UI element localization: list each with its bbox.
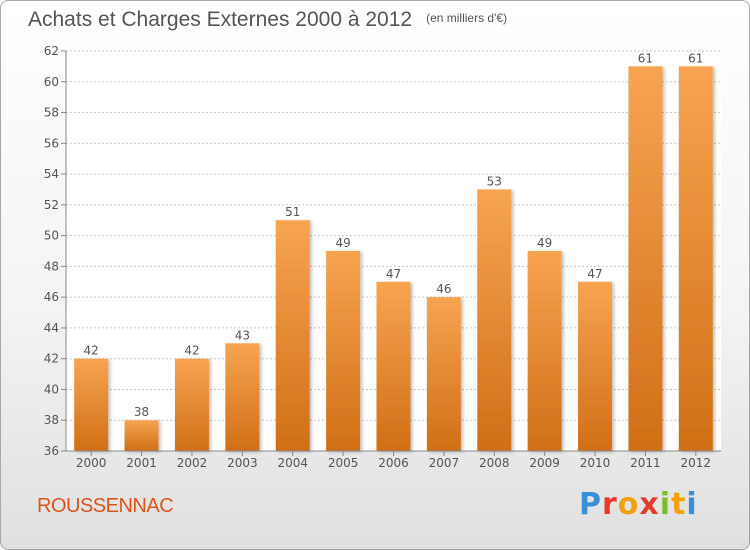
data-label: 42	[184, 344, 199, 358]
data-labels: 42 38 42 43 51 49 47 46 53 49 47 61 61	[84, 51, 704, 419]
x-tick-label: 2010	[580, 456, 611, 470]
y-tick-label: 38	[44, 413, 59, 427]
bar-2011	[628, 66, 663, 451]
x-tick-label: 2007	[429, 456, 460, 470]
data-label: 47	[386, 267, 401, 281]
data-label: 43	[235, 328, 250, 342]
logo-letter: P	[579, 487, 602, 522]
y-tick-label: 46	[44, 290, 59, 304]
bar-2008	[477, 189, 512, 451]
bar-2009	[527, 251, 562, 451]
data-label: 49	[537, 236, 552, 250]
x-tick-label: 2001	[126, 456, 157, 470]
bar-2005	[326, 251, 361, 451]
logo-letter: r	[602, 487, 618, 522]
y-tick-label: 36	[44, 444, 59, 458]
x-tick-label: 2011	[630, 456, 661, 470]
y-tick-label: 40	[44, 382, 59, 396]
x-tick-label: 2008	[479, 456, 510, 470]
data-label: 61	[688, 51, 703, 65]
x-tick-label: 2000	[76, 456, 107, 470]
chart-title-text: Achats et Charges Externes 2000 à 2012	[28, 8, 413, 31]
y-tick-label: 60	[44, 75, 59, 89]
logo-letter: t	[671, 487, 687, 522]
y-tick-label: 52	[44, 198, 59, 212]
logo-letter: x	[639, 487, 660, 522]
y-tick-label: 56	[44, 136, 59, 150]
y-tick-label: 50	[44, 229, 59, 243]
y-tick-label: 48	[44, 259, 59, 273]
x-tick-label: 2004	[277, 456, 308, 470]
x-tick-label: 2006	[378, 456, 409, 470]
y-axis: 36 38 40 42 44 46 48 50 52 54 56 58 60 62	[44, 44, 67, 458]
bar-2001	[124, 420, 159, 451]
x-axis: 2000 2001 2002 2003 2004 2005 2006 2007 2008 2009…	[66, 450, 721, 470]
bars	[74, 66, 713, 451]
data-label: 61	[638, 51, 653, 65]
bar-2012	[678, 66, 713, 451]
bar-2000	[74, 358, 109, 451]
y-tick-label: 62	[44, 44, 59, 58]
logo-letter: i	[659, 487, 672, 522]
bar-2003	[225, 343, 260, 451]
x-tick-label: 2005	[328, 456, 359, 470]
data-label: 42	[84, 344, 99, 358]
x-tick-label: 2002	[177, 456, 208, 470]
bar-2006	[376, 281, 411, 451]
y-tick-label: 42	[44, 352, 59, 366]
y-tick-label: 44	[44, 321, 59, 335]
logo-letter: o	[617, 487, 640, 522]
bar-2002	[174, 358, 209, 451]
data-label: 47	[587, 267, 602, 281]
chart-unit: (en milliers d'€)	[426, 11, 508, 25]
y-tick-label: 58	[44, 106, 59, 120]
data-label: 51	[285, 205, 300, 219]
commune-name: ROUSSENNAC	[37, 495, 174, 517]
x-tick-label: 2003	[227, 456, 258, 470]
x-tick-label: 2009	[529, 456, 560, 470]
bar-2004	[275, 220, 310, 451]
x-tick-label: 2012	[681, 456, 712, 470]
bar-2007	[426, 297, 461, 451]
chart-title: Achats et Charges Externes 2000 à 2012 (e…	[28, 8, 507, 32]
data-label: 38	[134, 405, 149, 419]
logo-letter: i	[686, 487, 698, 522]
data-label: 46	[436, 282, 451, 296]
data-label: 53	[487, 174, 502, 188]
data-label: 49	[335, 236, 350, 250]
bar-2010	[578, 281, 613, 451]
proxiti-logo: Proxiti	[579, 487, 698, 522]
y-tick-label: 54	[44, 167, 59, 181]
